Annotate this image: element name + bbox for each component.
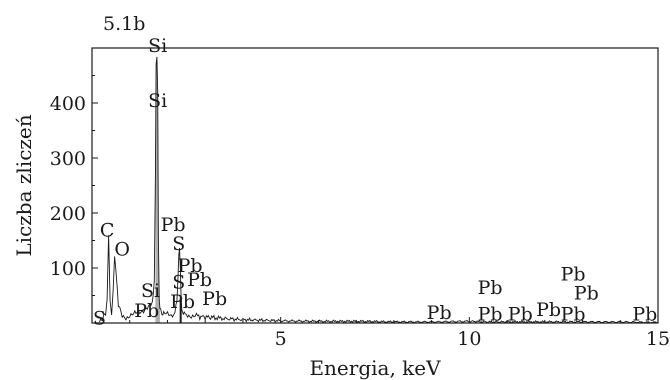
peak-label: Pb	[508, 303, 533, 325]
peak-label: Pb	[170, 291, 195, 313]
y-axis: 100 200 300 400	[50, 75, 98, 296]
peak-label: Si	[148, 35, 167, 57]
x-axis: 5 10 15	[129, 317, 670, 350]
peak-label: Pb	[561, 263, 586, 285]
x-tick-label: 15	[646, 328, 670, 350]
peak-label: Pb	[536, 299, 561, 321]
peak-label: Pb	[427, 302, 452, 324]
peak-label: Pb	[161, 214, 186, 236]
peak-label: Pb	[632, 303, 657, 325]
peak-label: S	[172, 272, 185, 294]
x-tick-label: 5	[275, 328, 287, 350]
peak-label: Pb	[574, 283, 599, 305]
peak-label: Si	[141, 280, 160, 302]
peak-label: S	[93, 307, 106, 329]
peak-label: S	[172, 233, 185, 255]
y-axis-title: Liczba zliczeń	[12, 114, 36, 256]
peak-label: Pb	[187, 269, 212, 291]
x-axis-title: Energia, keV	[309, 356, 441, 380]
peak-label: Pb	[561, 303, 586, 325]
peak-label: C	[100, 219, 115, 241]
panel-label: 5.1b	[103, 13, 145, 35]
peak-label: Pb	[478, 303, 503, 325]
peak-fill	[155, 56, 160, 324]
peak-label: Pb	[134, 300, 159, 322]
y-tick-label: 100	[50, 258, 86, 280]
y-tick-label: 300	[50, 148, 86, 170]
peak-label: Si	[148, 90, 167, 112]
peak-label: Pb	[478, 277, 503, 299]
y-tick-label: 200	[50, 203, 86, 225]
x-tick-label: 10	[457, 328, 481, 350]
spectrum-line	[99, 56, 659, 324]
y-tick-label: 400	[50, 93, 86, 115]
peak-label: Pb	[178, 255, 203, 277]
peak-label: Pb	[202, 288, 227, 310]
peak-label: O	[114, 239, 130, 261]
